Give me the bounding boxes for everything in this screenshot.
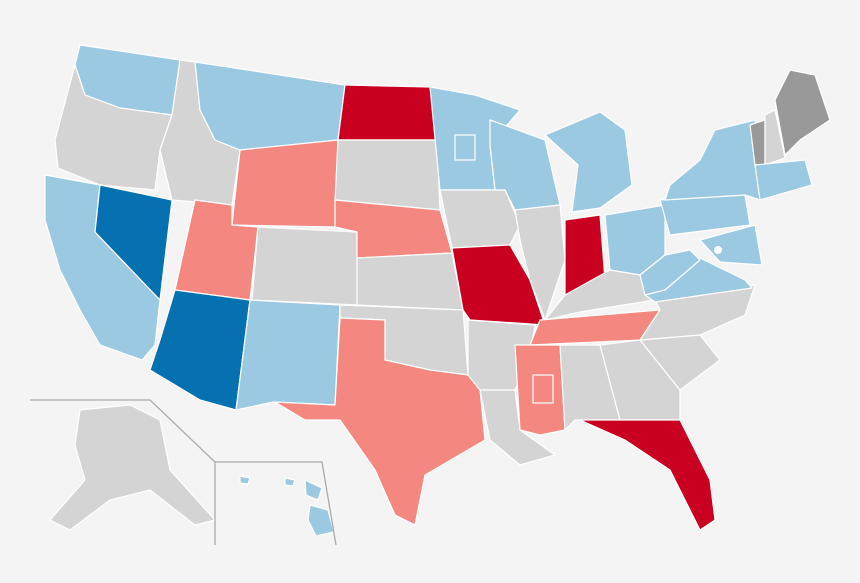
state <box>304 479 323 501</box>
state <box>489 119 561 211</box>
state <box>239 475 251 485</box>
state <box>356 252 464 311</box>
state <box>544 111 633 213</box>
state <box>284 477 296 487</box>
state <box>579 419 716 531</box>
state <box>699 224 763 266</box>
state <box>94 184 173 301</box>
state <box>639 249 701 296</box>
state <box>54 64 173 191</box>
inset-border <box>215 461 337 546</box>
inner-outline <box>454 134 476 161</box>
state <box>774 69 831 156</box>
state <box>274 317 486 526</box>
inset-border <box>30 399 216 545</box>
dc-marker <box>714 246 722 254</box>
state <box>439 189 521 249</box>
state <box>307 504 335 537</box>
state <box>764 109 786 166</box>
inner-outline <box>532 374 554 404</box>
state <box>754 159 813 201</box>
state <box>479 389 556 466</box>
state <box>251 226 358 306</box>
state <box>334 139 441 211</box>
state <box>235 299 341 411</box>
state <box>49 404 216 531</box>
states <box>44 44 831 537</box>
state <box>514 344 566 436</box>
state <box>599 339 681 421</box>
state <box>231 139 339 228</box>
state <box>337 84 438 141</box>
